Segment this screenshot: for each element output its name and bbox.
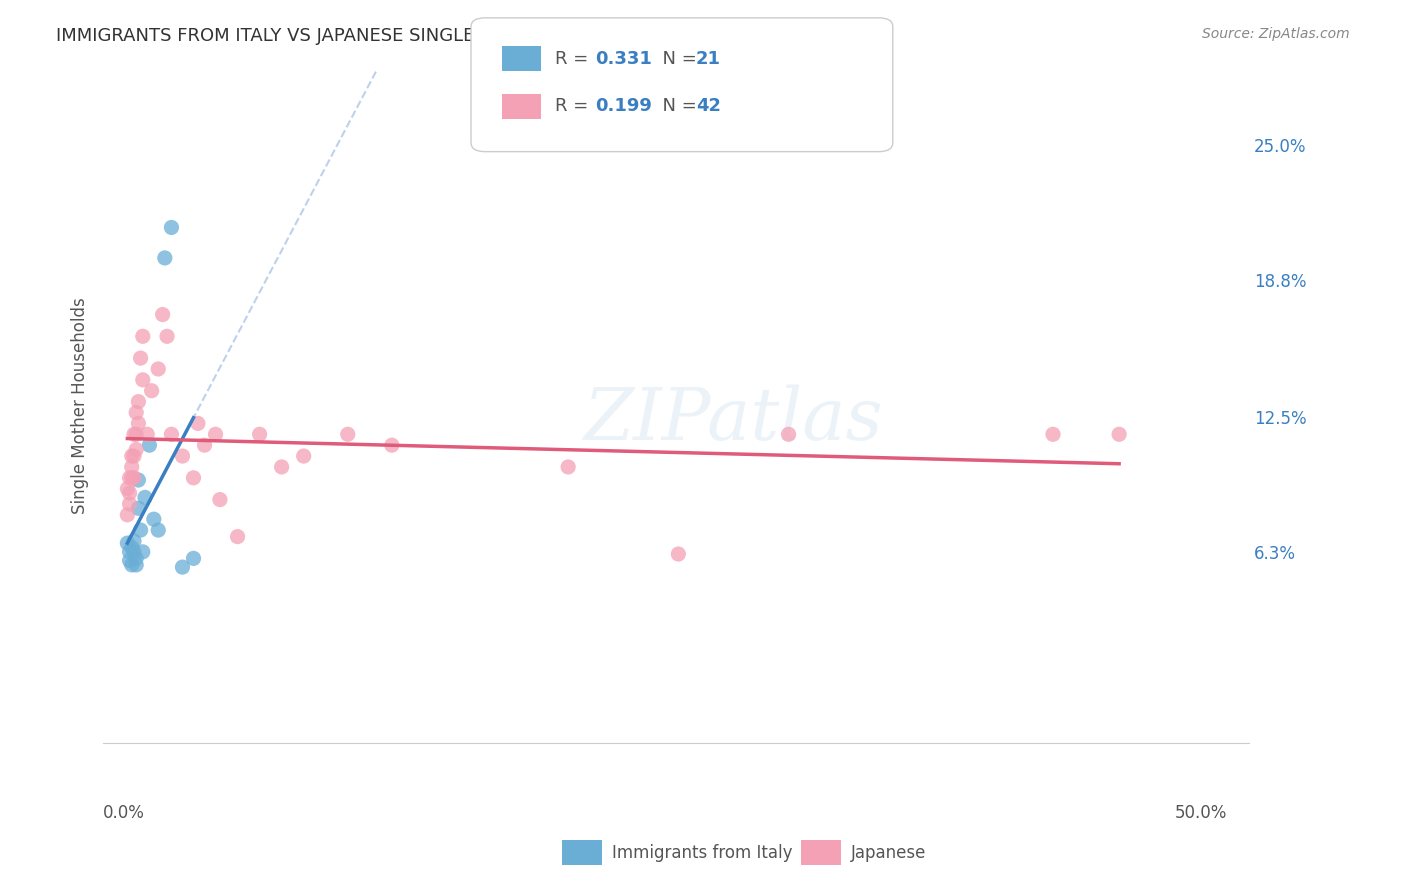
Point — [125, 427, 148, 442]
Point — [122, 545, 145, 559]
Point — [118, 545, 141, 559]
Point — [136, 427, 159, 442]
Point — [1042, 427, 1064, 442]
Point — [141, 384, 163, 398]
Point — [156, 329, 179, 343]
Point — [193, 438, 215, 452]
Point — [1108, 427, 1130, 442]
Point — [187, 417, 209, 431]
Point — [183, 471, 205, 485]
Point — [118, 497, 141, 511]
Point — [127, 394, 149, 409]
Point — [292, 449, 315, 463]
Point — [148, 523, 170, 537]
Point — [132, 545, 155, 559]
Text: Immigrants from Italy: Immigrants from Italy — [612, 844, 792, 862]
Point — [117, 536, 139, 550]
Point — [148, 362, 170, 376]
Point — [121, 558, 143, 572]
Text: ZIPatlas: ZIPatlas — [583, 384, 883, 455]
Point — [204, 427, 226, 442]
Point — [172, 560, 194, 574]
Point — [118, 471, 141, 485]
Point — [122, 471, 145, 485]
Point — [270, 459, 292, 474]
Point — [122, 449, 145, 463]
Point — [117, 508, 139, 522]
Text: Japanese: Japanese — [851, 844, 927, 862]
Point — [129, 351, 152, 365]
Point — [127, 501, 149, 516]
Text: IMMIGRANTS FROM ITALY VS JAPANESE SINGLE MOTHER HOUSEHOLDS CORRELATION CHART: IMMIGRANTS FROM ITALY VS JAPANESE SINGLE… — [56, 27, 891, 45]
Point — [125, 405, 148, 419]
Text: 42: 42 — [696, 97, 721, 115]
Point — [134, 491, 156, 505]
Text: R =: R = — [555, 50, 595, 68]
Text: R =: R = — [555, 97, 595, 115]
Point — [142, 512, 165, 526]
Point — [249, 427, 271, 442]
Point — [127, 417, 149, 431]
Point — [336, 427, 359, 442]
Point — [132, 329, 155, 343]
Point — [125, 442, 148, 457]
Point — [122, 427, 145, 442]
Point — [117, 482, 139, 496]
Text: 0.331: 0.331 — [595, 50, 651, 68]
Point — [557, 459, 579, 474]
Point — [160, 220, 183, 235]
Text: 21: 21 — [696, 50, 721, 68]
Point — [125, 551, 148, 566]
Point — [118, 553, 141, 567]
Point — [138, 438, 160, 452]
Point — [153, 251, 176, 265]
Point — [183, 551, 205, 566]
Point — [132, 373, 155, 387]
Point — [381, 438, 404, 452]
Point — [118, 486, 141, 500]
Point — [122, 533, 145, 548]
Text: N =: N = — [651, 97, 703, 115]
Y-axis label: Single Mother Households: Single Mother Households — [72, 298, 89, 515]
Point — [121, 459, 143, 474]
Text: 50.0%: 50.0% — [1175, 805, 1227, 822]
Point — [160, 427, 183, 442]
Point — [208, 492, 231, 507]
Text: Source: ZipAtlas.com: Source: ZipAtlas.com — [1202, 27, 1350, 41]
Text: 0.199: 0.199 — [595, 97, 651, 115]
Point — [226, 530, 249, 544]
Text: N =: N = — [651, 50, 703, 68]
Point — [121, 449, 143, 463]
Point — [121, 471, 143, 485]
Point — [125, 558, 148, 572]
Point — [127, 473, 149, 487]
Point — [152, 308, 174, 322]
Point — [666, 547, 689, 561]
Point — [129, 523, 152, 537]
Point — [172, 449, 194, 463]
Text: 0.0%: 0.0% — [103, 805, 145, 822]
Point — [121, 541, 143, 555]
Point — [778, 427, 800, 442]
